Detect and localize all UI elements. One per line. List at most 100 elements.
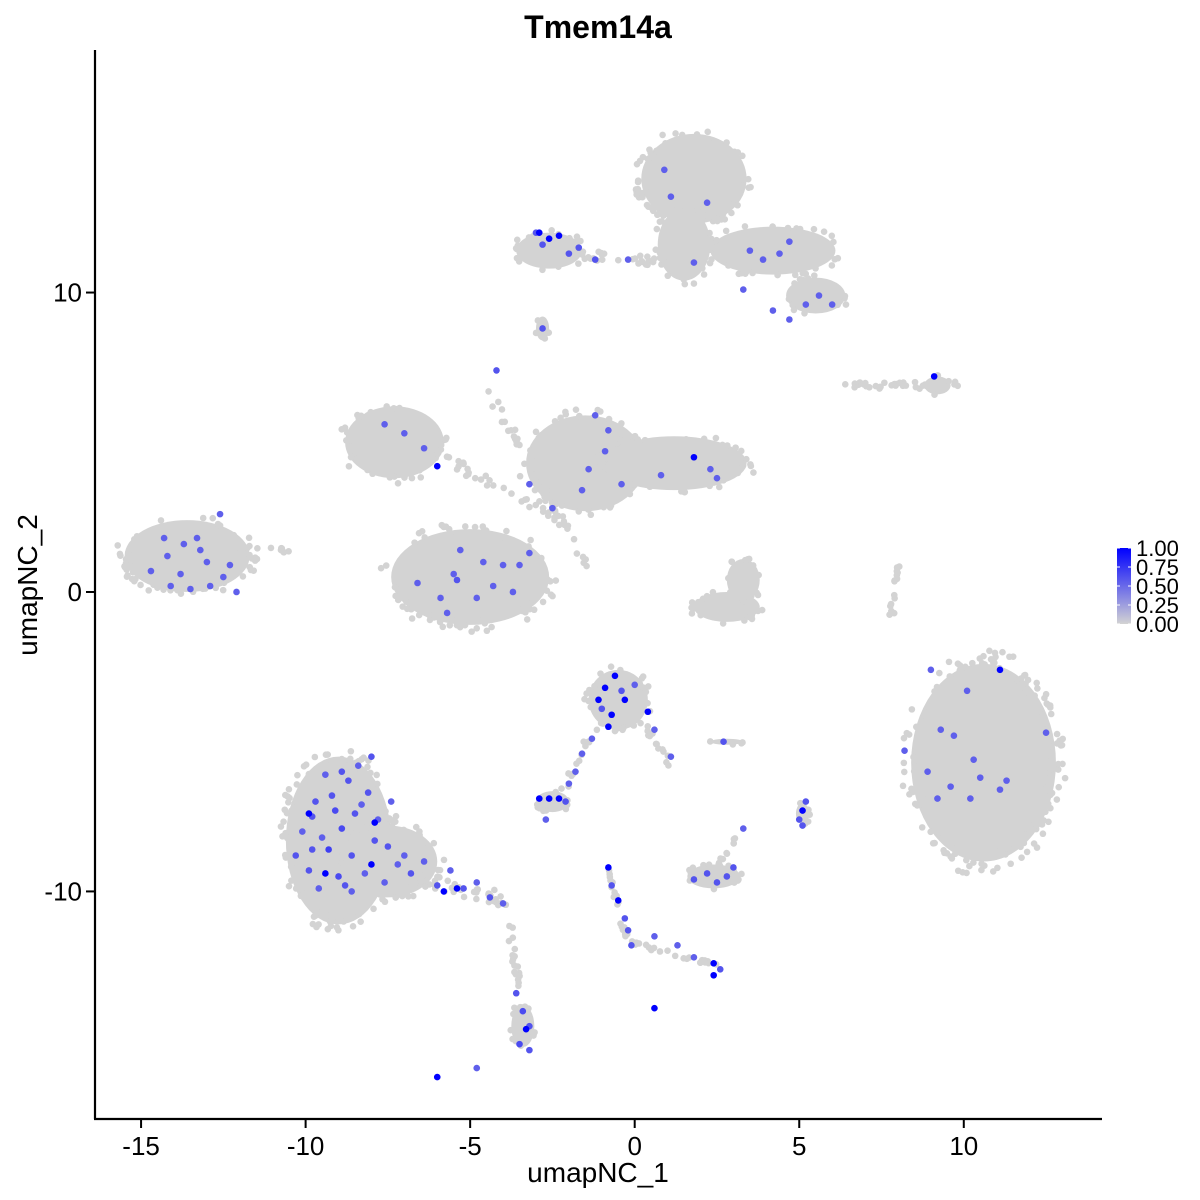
- background-cell: [305, 770, 313, 778]
- background-cell: [635, 260, 642, 267]
- background-cell: [607, 663, 615, 670]
- background-cell: [336, 865, 343, 872]
- background-cell: [349, 913, 357, 921]
- background-cell: [754, 591, 762, 599]
- expressing-cell: [618, 480, 625, 488]
- background-cell: [784, 224, 792, 232]
- background-cell: [600, 418, 608, 425]
- background-cell: [703, 592, 711, 600]
- background-cell: [453, 621, 461, 629]
- background-cell: [394, 480, 402, 487]
- background-cell: [664, 272, 672, 280]
- expressing-cell: [707, 465, 714, 473]
- background-cell: [805, 806, 812, 814]
- background-cell: [688, 599, 696, 606]
- expressing-cell: [233, 588, 240, 596]
- expressing-cell: [499, 900, 507, 907]
- background-cell: [373, 771, 380, 779]
- expressing-cell: [516, 561, 523, 569]
- expressing-cell: [720, 738, 727, 746]
- expressing-cell: [358, 801, 365, 808]
- cluster-body: [924, 376, 951, 395]
- background-cell: [945, 658, 953, 666]
- background-cell: [636, 252, 644, 260]
- expressing-cell: [433, 1073, 441, 1081]
- background-cell: [293, 781, 301, 788]
- background-cell: [1046, 743, 1054, 750]
- expressing-cell: [591, 412, 599, 419]
- background-cell: [700, 212, 708, 219]
- background-cell: [526, 605, 533, 613]
- background-cell: [645, 944, 653, 951]
- background-cell: [566, 234, 573, 242]
- background-cells-layer: [114, 128, 1069, 1049]
- background-cell: [738, 740, 745, 747]
- background-cell: [697, 611, 705, 619]
- background-cell: [513, 245, 521, 253]
- background-cell: [492, 896, 500, 903]
- expressing-cell: [364, 789, 372, 796]
- background-cell: [908, 786, 916, 794]
- background-cluster: [512, 226, 584, 274]
- background-cell: [527, 536, 534, 544]
- expressing-cell: [703, 199, 711, 207]
- expressing-cell: [167, 582, 174, 590]
- background-cell: [199, 514, 207, 522]
- background-cell: [700, 861, 707, 869]
- background-cell: [534, 804, 542, 811]
- background-cell: [706, 482, 714, 490]
- background-cell: [199, 585, 207, 593]
- background-cell: [1053, 730, 1061, 738]
- background-cell: [900, 759, 908, 767]
- expressing-cell: [387, 798, 395, 805]
- background-cell: [538, 554, 545, 562]
- background-cell: [1061, 774, 1069, 782]
- background-cell: [1026, 691, 1034, 699]
- background-cell: [347, 755, 354, 763]
- background-cell: [388, 816, 396, 824]
- background-cell: [737, 447, 745, 455]
- background-cell: [969, 659, 976, 667]
- background-cell: [544, 512, 552, 520]
- cluster-body: [601, 436, 747, 491]
- expressing-cell: [624, 256, 632, 263]
- background-cell: [745, 555, 753, 563]
- background-cell: [642, 183, 650, 191]
- background-cell: [1027, 828, 1035, 836]
- expressing-cell: [147, 567, 155, 575]
- cluster-body: [345, 406, 444, 479]
- background-cluster: [686, 861, 745, 893]
- background-cell: [439, 623, 447, 631]
- background-cell: [730, 840, 737, 847]
- background-cell: [719, 441, 726, 449]
- background-cell: [526, 503, 533, 511]
- expressing-cell: [407, 870, 415, 877]
- background-cell: [936, 669, 943, 677]
- background-cell: [343, 429, 351, 436]
- expressing-cell: [565, 780, 573, 787]
- background-cell: [344, 762, 351, 770]
- background-cell: [1057, 742, 1065, 749]
- background-cell: [587, 703, 595, 711]
- background-cell: [841, 381, 849, 388]
- background-cell: [525, 543, 532, 550]
- expressing-cell: [802, 798, 810, 805]
- background-cell: [298, 885, 306, 893]
- background-cell: [747, 462, 755, 470]
- cluster-body: [516, 232, 583, 269]
- background-cell: [678, 131, 686, 139]
- background-cell: [495, 398, 502, 406]
- background-cell: [489, 403, 496, 410]
- background-cell: [586, 686, 593, 694]
- background-cell: [479, 528, 487, 536]
- background-cell: [785, 295, 793, 303]
- background-cell: [611, 727, 619, 735]
- background-cell: [694, 204, 701, 212]
- background-cluster: [715, 835, 739, 869]
- background-cell: [732, 444, 739, 451]
- expressing-cell: [381, 879, 388, 886]
- background-cell: [834, 301, 841, 309]
- expressing-cell: [828, 301, 836, 308]
- background-cell: [243, 544, 251, 552]
- background-cell: [575, 508, 583, 515]
